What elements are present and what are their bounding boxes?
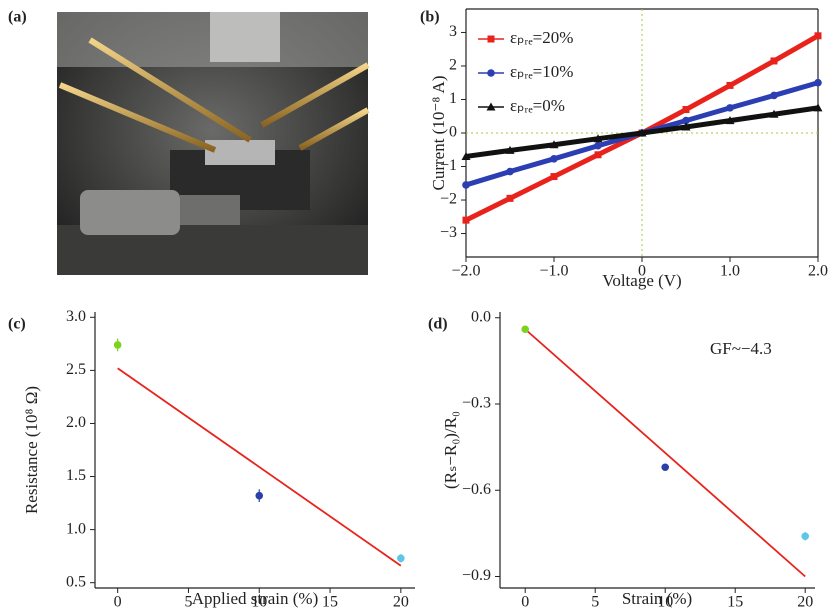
marker [594, 151, 602, 159]
y-tick-label: −0.9 [462, 567, 491, 584]
marker [726, 81, 734, 89]
x-tick-label: −2.0 [451, 263, 480, 280]
x-axis-label: Strain (%) [622, 589, 692, 608]
marker [550, 173, 558, 181]
x-tick-label: 20 [393, 594, 409, 611]
x-tick-label: 5 [184, 594, 192, 611]
y-tick-label: −0.6 [462, 481, 491, 498]
marker [549, 140, 559, 149]
y-tick-label: −3 [440, 224, 457, 241]
marker [682, 116, 690, 125]
fit-line [117, 367, 402, 567]
panel-label: (b) [420, 9, 440, 26]
x-tick-label: 10 [251, 594, 267, 611]
annotation: GF~−4.3 [710, 339, 772, 358]
x-tick-label: 0 [114, 594, 122, 611]
x-tick-label: 0 [521, 594, 529, 611]
y-axis-label: Resistance (10⁸ Ω) [22, 386, 41, 514]
y-tick-label: 2.0 [66, 414, 86, 431]
x-tick-label: −1.0 [539, 263, 568, 280]
y-tick-label: 1.5 [66, 467, 86, 484]
marker [726, 104, 734, 112]
marker [814, 78, 822, 87]
marker [594, 141, 602, 150]
x-tick-label: 2.0 [808, 263, 828, 280]
x-tick-label: 5 [591, 594, 599, 611]
x-tick-label: 20 [797, 594, 813, 611]
marker [506, 194, 514, 202]
y-tick-label: −1 [440, 157, 457, 174]
marker [462, 181, 470, 189]
marker [505, 145, 515, 154]
y-tick-label: 1.0 [66, 520, 86, 537]
x-axis-label: Voltage (V) [602, 271, 681, 290]
marker [682, 106, 690, 114]
y-axis-label: (Rₛ−R₀)/R₀ [441, 411, 460, 489]
marker [486, 102, 496, 111]
marker [814, 32, 822, 40]
y-tick-label: 3.0 [66, 308, 86, 325]
marker [661, 463, 669, 472]
panel-label: (d) [428, 316, 448, 333]
y-tick-label: 0.0 [471, 308, 491, 325]
marker [801, 532, 809, 541]
photo [57, 12, 370, 275]
y-tick-label: 0 [449, 124, 457, 141]
marker [487, 35, 495, 43]
marker [681, 122, 691, 131]
panel-label: (a) [8, 9, 27, 26]
y-tick-label: −2 [440, 191, 457, 208]
marker [461, 151, 471, 160]
marker [813, 103, 823, 112]
legend-label: εₚᵣₑ=0% [510, 96, 565, 115]
marker [397, 554, 405, 563]
panel-label: (c) [8, 316, 26, 333]
marker [506, 167, 514, 176]
marker [637, 128, 647, 137]
fit-line [524, 328, 806, 578]
y-axis-label: Current (10⁻⁸ A) [429, 76, 448, 191]
marker [769, 109, 779, 118]
marker [462, 216, 470, 224]
marker [487, 69, 495, 77]
x-tick-label: 15 [727, 594, 743, 611]
y-tick-label: 0.5 [66, 573, 86, 590]
x-tick-label: 0 [638, 263, 646, 280]
x-axis-label: Applied strain (%) [192, 589, 319, 608]
y-tick-label: 2.5 [66, 361, 86, 378]
legend-label: εₚᵣₑ=10% [510, 62, 573, 81]
marker [550, 155, 558, 163]
y-tick-label: 1 [449, 90, 457, 107]
marker [255, 491, 264, 500]
x-tick-label: 1.0 [720, 263, 740, 280]
x-tick-label: 10 [657, 594, 673, 611]
marker [113, 341, 122, 349]
marker [593, 134, 603, 143]
marker [770, 57, 778, 65]
y-tick-label: 2 [449, 57, 457, 74]
y-tick-label: −0.3 [462, 395, 491, 412]
y-tick-label: 3 [449, 23, 457, 40]
marker [521, 325, 529, 334]
marker [770, 91, 778, 100]
x-tick-label: 15 [322, 594, 338, 611]
marker [725, 116, 735, 125]
legend-label: εₚᵣₑ=20% [510, 28, 573, 47]
